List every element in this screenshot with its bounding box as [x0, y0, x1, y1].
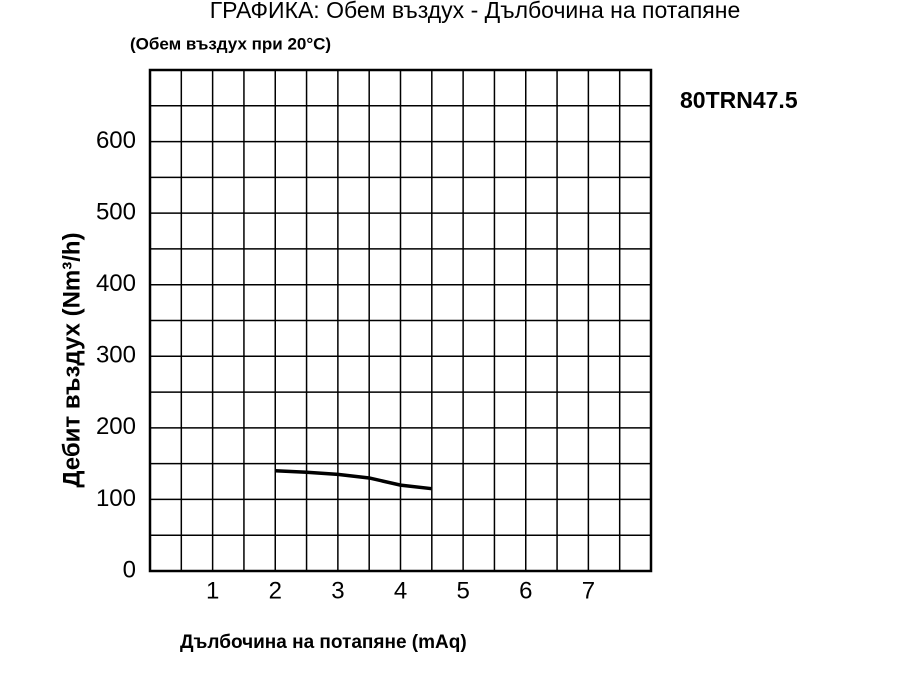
plot-frame — [148, 68, 653, 573]
y-tick-label: 100 — [96, 485, 136, 512]
x-tick-label: 5 — [456, 577, 469, 604]
chart-title: ГРАФИКА: Обем въздух - Дълбочина на пота… — [210, 0, 741, 23]
x-tick-label: 2 — [269, 577, 282, 604]
y-axis-label: Дебит въздух (Nm³/h) — [58, 232, 85, 487]
x-tick-label: 4 — [394, 577, 407, 604]
data-line — [275, 469, 433, 491]
chart-subtitle: (Обем въздух при 20°C) — [130, 34, 331, 53]
y-tick-label: 200 — [96, 413, 136, 440]
x-tick-label: 1 — [206, 577, 219, 604]
x-tick-label: 7 — [582, 577, 595, 604]
model-label: 80TRN47.5 — [680, 87, 798, 113]
x-axis-label: Дълбочина на потапяне (mAq) — [180, 632, 467, 653]
y-tick-label: 600 — [96, 127, 136, 154]
y-tick-label: 0 — [123, 556, 136, 583]
y-tick-label: 500 — [96, 198, 136, 225]
x-tick-label: 3 — [331, 577, 344, 604]
y-tick-label: 400 — [96, 270, 136, 297]
x-tick-label: 6 — [519, 577, 532, 604]
y-tick-label: 300 — [96, 342, 136, 369]
